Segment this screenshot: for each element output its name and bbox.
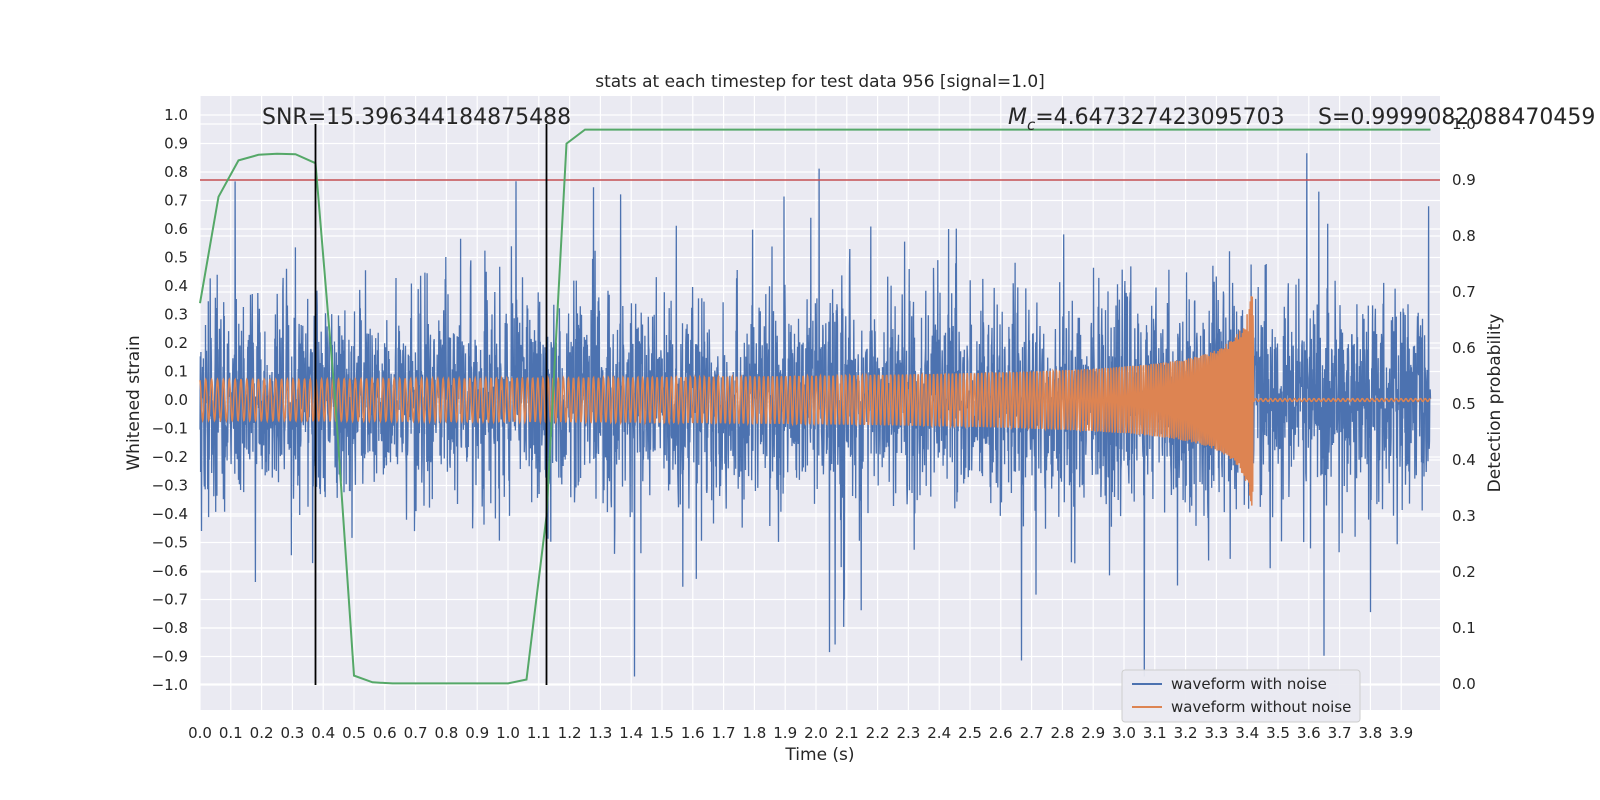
- y-left-tick-label: −0.4: [152, 505, 188, 523]
- y-left-tick-label: −0.8: [152, 619, 188, 637]
- y-left-tick-label: −0.1: [152, 420, 188, 438]
- x-axis-title: Time (s): [784, 745, 854, 765]
- event-lines: [314, 124, 548, 685]
- y-left-tick-label: −0.2: [152, 448, 188, 466]
- probability-line: [199, 128, 1431, 685]
- y-right-axis-title: Detection probability: [1485, 314, 1505, 493]
- legend-label-noise: waveform with noise: [1171, 675, 1327, 693]
- x-tick-label: 1.4: [619, 724, 643, 742]
- legend: waveform with noise waveform without noi…: [1121, 669, 1361, 723]
- x-tick-label: 3.8: [1358, 724, 1382, 742]
- x-tick-label: 3.2: [1174, 724, 1198, 742]
- y-left-tick-label: −0.9: [152, 648, 188, 666]
- chirp-mass-annotation: Mc=4.647327423095703: [1008, 105, 1285, 134]
- y-right-tick-label: 0.4: [1452, 451, 1476, 469]
- y-left-tick-label: 0.3: [164, 306, 188, 324]
- y-right-tick-label: 1.0: [1452, 115, 1476, 133]
- x-tick-label: 0.0: [188, 724, 212, 742]
- x-tick-label: 1.9: [773, 724, 797, 742]
- x-tick-label: 1.8: [742, 724, 766, 742]
- y-right-tick-label: 0.3: [1452, 507, 1476, 525]
- x-tick-label: 3.1: [1143, 724, 1167, 742]
- x-tick-label: 3.4: [1235, 724, 1259, 742]
- y-right-tick-label: 0.6: [1452, 339, 1476, 357]
- x-tick-label: 0.3: [280, 724, 304, 742]
- y-right-tick-label: 0.7: [1452, 283, 1476, 301]
- x-tick-label: 2.1: [835, 724, 859, 742]
- y-left-tick-label: 0.4: [164, 277, 188, 295]
- x-tick-label: 0.4: [311, 724, 335, 742]
- x-tick-label: 0.9: [465, 724, 489, 742]
- y-left-tick-label: −0.5: [152, 534, 188, 552]
- y-left-tick-label: 0.8: [164, 163, 188, 181]
- chart-title: stats at each timestep for test data 956…: [595, 72, 1045, 92]
- y-right-tick-label: 0.0: [1452, 675, 1476, 693]
- chirp-mass-symbol: M: [1008, 105, 1027, 130]
- legend-label-clean: waveform without noise: [1171, 698, 1351, 716]
- x-tick-label: 2.4: [927, 724, 951, 742]
- x-tick-label: 0.6: [373, 724, 397, 742]
- snr-annotation: SNR=15.396344184875488: [262, 105, 571, 130]
- y-right-tick-label: 0.8: [1452, 227, 1476, 245]
- series-detection-probability: [199, 128, 1431, 685]
- y-left-tick-labels: 1.0 0.9 0.8 0.7 0.6 0.5 0.4 0.3 0.2 0.1 0.0 −0.1 −0.…: [152, 106, 188, 694]
- y-right-tick-label: 0.1: [1452, 619, 1476, 637]
- y-left-tick-label: 0.1: [164, 363, 188, 381]
- x-tick-label: 1.0: [496, 724, 520, 742]
- y-left-tick-label: −1.0: [152, 676, 188, 694]
- x-tick-label: 2.9: [1081, 724, 1105, 742]
- x-tick-label: 2.3: [896, 724, 920, 742]
- y-right-tick-labels: 1.0 0.9 0.8 0.7 0.6 0.5 0.4 0.3 0.2 0.1 0.0: [1452, 115, 1476, 693]
- x-tick-label: 2.5: [958, 724, 982, 742]
- y-left-axis-title: Whitened strain: [124, 335, 144, 470]
- x-tick-label: 0.1: [219, 724, 243, 742]
- y-right-tick-label: 0.2: [1452, 563, 1476, 581]
- y-left-tick-label: 0.7: [164, 192, 188, 210]
- x-tick-label: 3.6: [1297, 724, 1321, 742]
- x-tick-label: 3.7: [1328, 724, 1352, 742]
- x-tick-label: 0.7: [404, 724, 428, 742]
- clean-waveform-line: [199, 296, 1431, 506]
- y-left-tick-label: −0.6: [152, 562, 188, 580]
- y-left-tick-label: 0.0: [164, 391, 188, 409]
- x-tick-label: 3.0: [1112, 724, 1136, 742]
- x-tick-label: 2.6: [989, 724, 1013, 742]
- y-left-tick-label: 0.9: [164, 135, 188, 153]
- x-tick-label: 1.7: [712, 724, 736, 742]
- legend-box: [1121, 669, 1361, 723]
- x-tick-label: 0.8: [434, 724, 458, 742]
- x-tick-label: 1.5: [650, 724, 674, 742]
- y-left-tick-label: −0.3: [152, 477, 188, 495]
- y-left-tick-label: 0.2: [164, 334, 188, 352]
- x-tick-labels: 0.0 0.1 0.2 0.3 0.4 0.5 0.6 0.7 0.8 0.9 1.0 1.1 1.2 1…: [188, 724, 1413, 742]
- y-right-tick-label: 0.9: [1452, 171, 1476, 189]
- x-tick-label: 0.2: [250, 724, 274, 742]
- x-tick-label: 3.9: [1389, 724, 1413, 742]
- y-left-tick-label: 0.5: [164, 249, 188, 267]
- x-tick-label: 3.3: [1204, 724, 1228, 742]
- x-tick-label: 2.0: [804, 724, 828, 742]
- y-left-tick-label: 0.6: [164, 220, 188, 238]
- x-tick-label: 1.6: [681, 724, 705, 742]
- y-right-tick-label: 0.5: [1452, 395, 1476, 413]
- x-tick-label: 1.1: [527, 724, 551, 742]
- x-tick-label: 0.5: [342, 724, 366, 742]
- x-tick-label: 2.7: [1020, 724, 1044, 742]
- s-annotation: S=0.9999082088470459: [1318, 105, 1595, 130]
- y-left-tick-label: −0.7: [152, 591, 188, 609]
- chirp-mass-value: =4.647327423095703: [1035, 105, 1284, 130]
- series-waveform-without-noise: [199, 296, 1431, 506]
- chirp-mass-subscript: c: [1027, 116, 1036, 134]
- x-tick-label: 1.2: [558, 724, 582, 742]
- x-tick-label: 1.3: [588, 724, 612, 742]
- y-left-tick-label: 1.0: [164, 106, 188, 124]
- x-tick-label: 2.8: [1050, 724, 1074, 742]
- x-tick-label: 3.5: [1266, 724, 1290, 742]
- x-tick-label: 2.2: [866, 724, 890, 742]
